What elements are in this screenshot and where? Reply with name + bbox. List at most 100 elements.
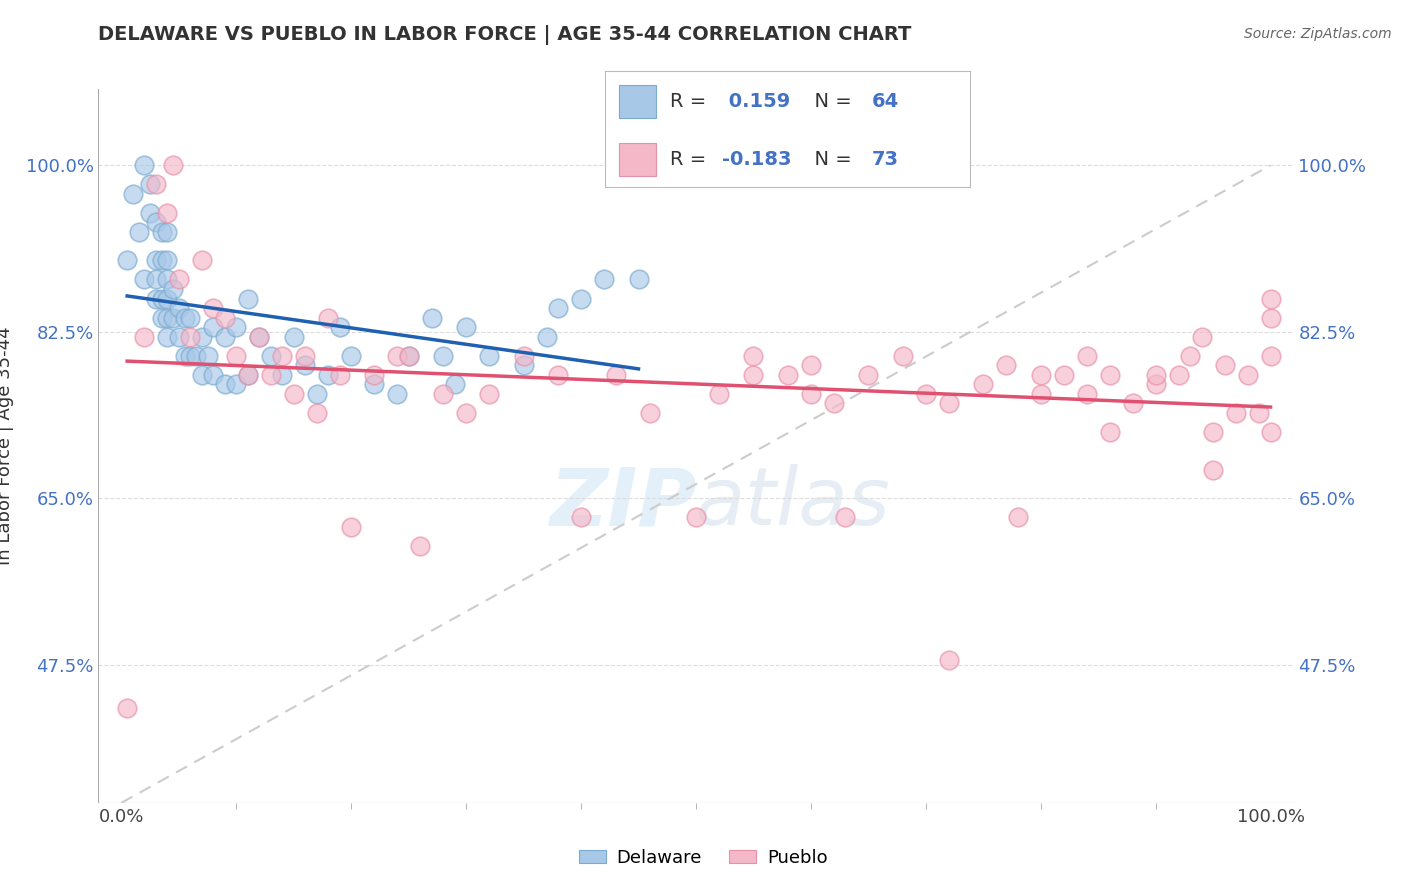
Point xyxy=(139,178,162,192)
Point xyxy=(271,368,294,382)
Point xyxy=(512,358,534,372)
Point xyxy=(134,329,156,343)
Point xyxy=(294,349,316,363)
Text: 0.159: 0.159 xyxy=(721,92,790,111)
Point xyxy=(156,206,179,220)
Point xyxy=(1191,329,1213,343)
Point xyxy=(638,406,661,420)
Bar xyxy=(619,86,655,118)
Point xyxy=(605,368,627,382)
Text: ZIP: ZIP xyxy=(548,464,696,542)
Point xyxy=(1202,425,1225,439)
Point xyxy=(1029,386,1052,401)
Point xyxy=(707,386,730,401)
Point xyxy=(316,368,339,382)
Point xyxy=(115,253,138,268)
Point xyxy=(150,225,173,239)
Point xyxy=(995,358,1018,372)
Point xyxy=(305,406,328,420)
Point xyxy=(742,349,765,363)
Point xyxy=(800,386,823,401)
Point xyxy=(858,368,880,382)
Point xyxy=(685,510,707,524)
Y-axis label: In Labor Force | Age 35-44: In Labor Force | Age 35-44 xyxy=(0,326,14,566)
Point xyxy=(184,349,207,363)
Point xyxy=(115,700,138,714)
Point xyxy=(891,349,914,363)
Point xyxy=(150,310,173,325)
Point xyxy=(512,349,534,363)
Point xyxy=(593,272,616,286)
Point xyxy=(972,377,994,392)
Point xyxy=(283,329,305,343)
Point xyxy=(122,186,145,201)
Point xyxy=(1053,368,1076,382)
Point xyxy=(1213,358,1236,372)
Point xyxy=(150,292,173,306)
Text: -0.183: -0.183 xyxy=(721,150,792,169)
Point xyxy=(145,178,167,192)
Point xyxy=(569,292,592,306)
Point xyxy=(340,349,363,363)
Point xyxy=(443,377,465,392)
Point xyxy=(214,310,236,325)
Point xyxy=(398,349,420,363)
Point xyxy=(1076,349,1098,363)
Point xyxy=(225,320,247,334)
Point xyxy=(409,539,432,553)
Point xyxy=(1178,349,1201,363)
Point xyxy=(247,329,270,343)
Point xyxy=(145,215,167,229)
Point xyxy=(456,406,478,420)
Point xyxy=(260,368,283,382)
Point xyxy=(800,358,823,372)
Point xyxy=(914,386,936,401)
Point xyxy=(283,386,305,401)
Point xyxy=(214,329,236,343)
Point xyxy=(202,368,225,382)
Point xyxy=(173,349,195,363)
Point xyxy=(156,310,179,325)
Text: Source: ZipAtlas.com: Source: ZipAtlas.com xyxy=(1244,27,1392,41)
Point xyxy=(179,310,201,325)
Point xyxy=(478,386,501,401)
Point xyxy=(1144,377,1167,392)
Point xyxy=(1167,368,1189,382)
Point xyxy=(1260,425,1282,439)
Text: R =: R = xyxy=(671,150,713,169)
Point xyxy=(547,301,569,315)
Point xyxy=(179,329,201,343)
Point xyxy=(363,368,385,382)
Point xyxy=(294,358,316,372)
Point xyxy=(139,206,162,220)
Point xyxy=(1247,406,1270,420)
Point xyxy=(329,320,352,334)
Point xyxy=(202,320,225,334)
Point xyxy=(167,272,190,286)
Point xyxy=(340,520,363,534)
Point xyxy=(191,253,214,268)
Point xyxy=(1236,368,1258,382)
Point xyxy=(167,301,190,315)
Point xyxy=(162,158,184,172)
Point xyxy=(145,292,167,306)
Point xyxy=(1225,406,1247,420)
Point xyxy=(1202,463,1225,477)
Point xyxy=(236,292,259,306)
Point xyxy=(1122,396,1144,410)
Point xyxy=(128,225,150,239)
Point xyxy=(236,368,259,382)
Point xyxy=(627,272,650,286)
Point xyxy=(329,368,352,382)
Point xyxy=(1098,368,1121,382)
Point xyxy=(173,310,195,325)
Text: 73: 73 xyxy=(872,150,898,169)
Text: DELAWARE VS PUEBLO IN LABOR FORCE | AGE 35-44 CORRELATION CHART: DELAWARE VS PUEBLO IN LABOR FORCE | AGE … xyxy=(98,25,912,45)
Point xyxy=(145,272,167,286)
Point xyxy=(156,329,179,343)
Point xyxy=(316,310,339,325)
Point xyxy=(167,329,190,343)
Point xyxy=(156,272,179,286)
Point xyxy=(260,349,283,363)
Point xyxy=(823,396,845,410)
